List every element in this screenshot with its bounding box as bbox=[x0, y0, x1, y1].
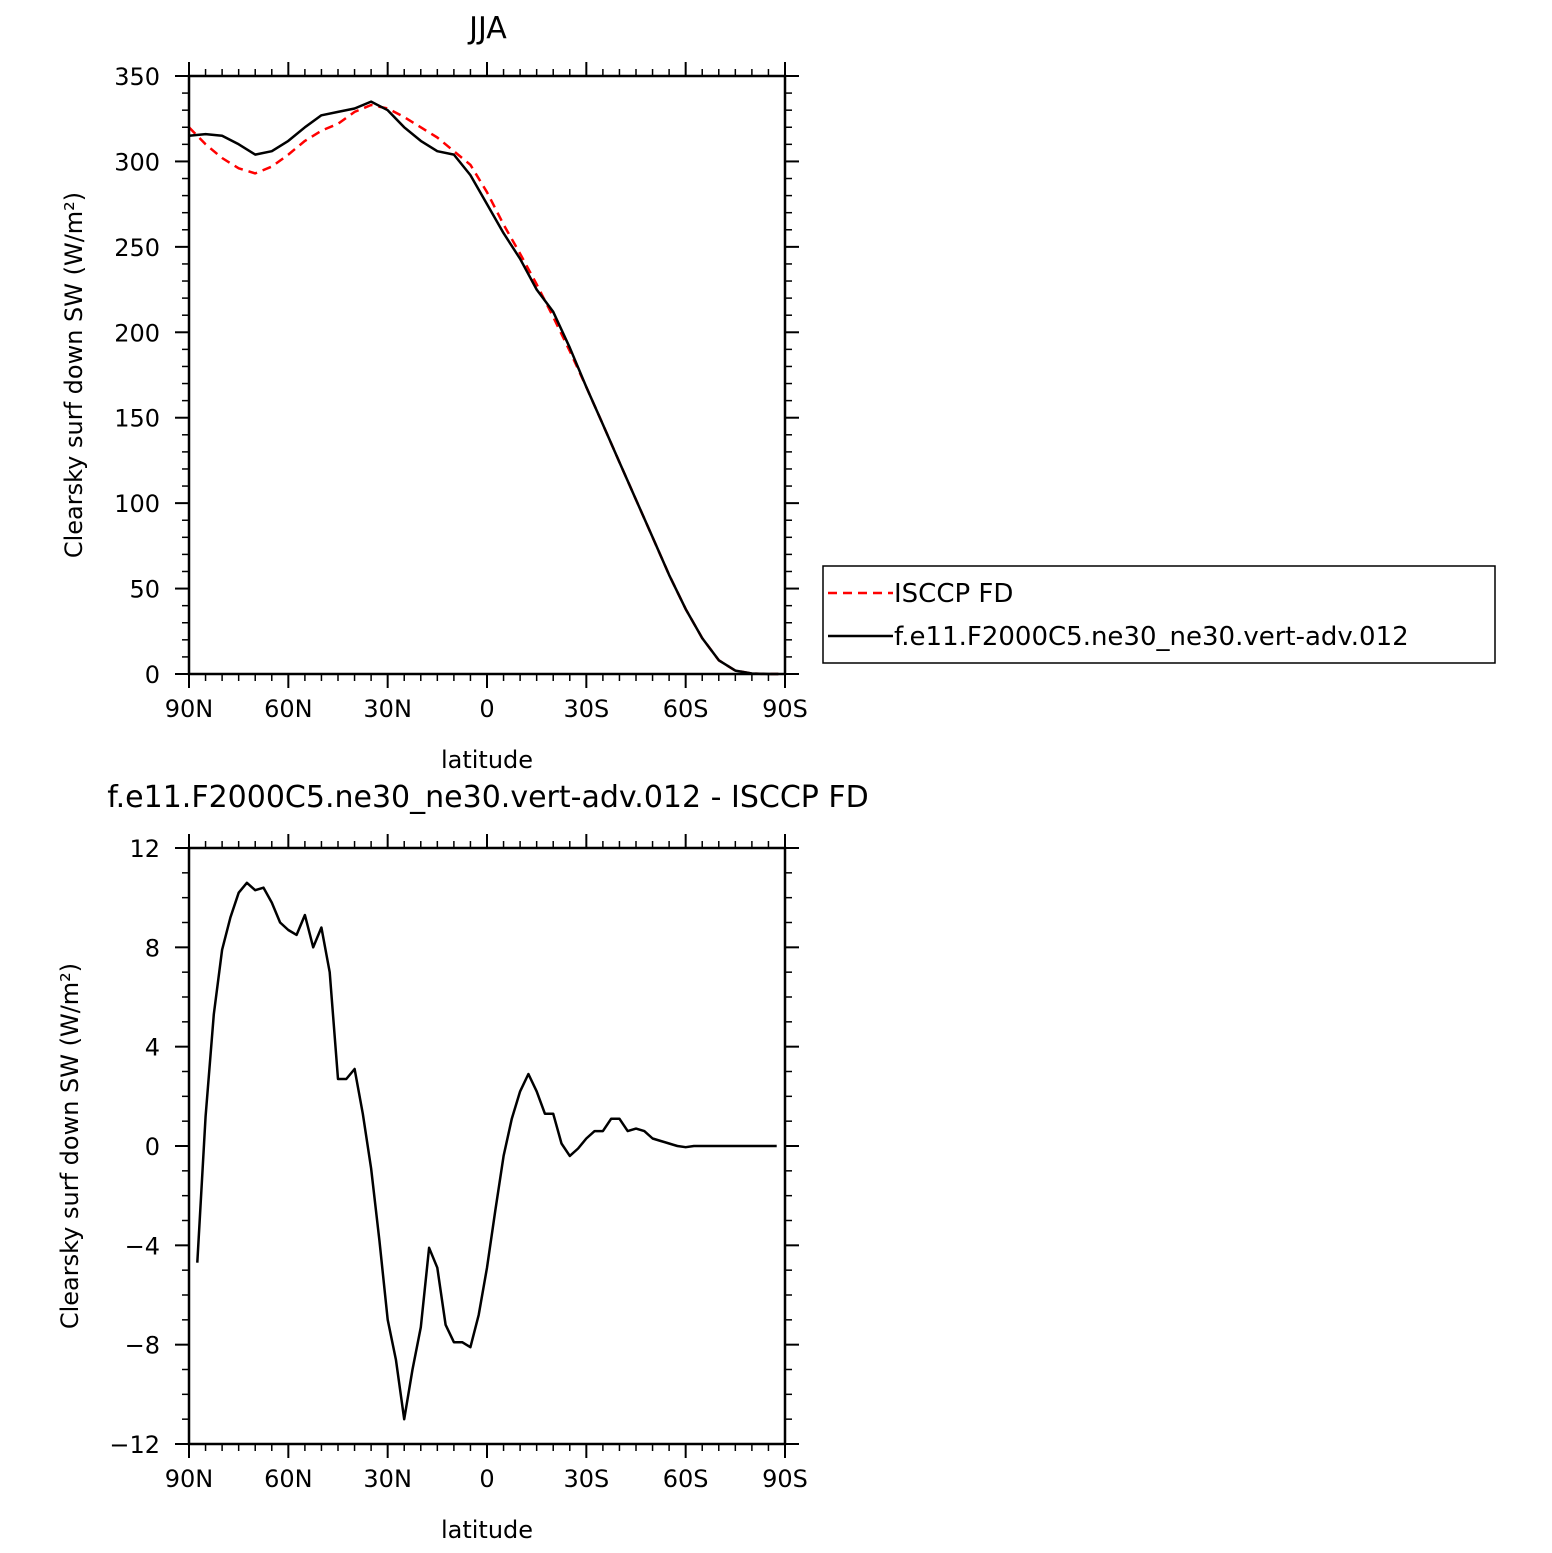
x-tick-label: 90S bbox=[762, 695, 808, 723]
x-tick-label: 90N bbox=[165, 1465, 214, 1493]
x-tick-label: 30S bbox=[563, 695, 609, 723]
x-tick-label: 0 bbox=[479, 695, 494, 723]
x-tick-label: 30N bbox=[363, 695, 412, 723]
x-tick-label: 30N bbox=[363, 1465, 412, 1493]
y-tick-label: 50 bbox=[129, 576, 160, 604]
panel-top: JJA 90N 60N 30N 0 30S 60S 90S 0 50 100 150 200 250 30… bbox=[60, 11, 1496, 774]
x-tick-label: 0 bbox=[479, 1465, 494, 1493]
series-line-0 bbox=[196, 881, 777, 1421]
plot-title: JJA bbox=[467, 11, 507, 46]
y-tick-label: 150 bbox=[114, 405, 160, 433]
y-tick-label: −8 bbox=[125, 1332, 160, 1360]
plot-title: f.e11.F2000C5.ne30_ne30.vert-adv.012 - I… bbox=[107, 780, 869, 815]
x-tick-label: 60S bbox=[663, 695, 709, 723]
y-tick-label: −4 bbox=[125, 1232, 160, 1260]
y-tick-label: 12 bbox=[129, 835, 160, 863]
y-tick-label: 350 bbox=[114, 63, 160, 91]
y-tick-label: 300 bbox=[114, 148, 160, 176]
y-axis-label: Clearsky surf down SW (W/m²) bbox=[56, 963, 84, 1329]
legend-box bbox=[822, 565, 1496, 664]
series-line-1 bbox=[188, 100, 779, 676]
plot-frame bbox=[187, 846, 787, 1446]
legend: ISCCP FD f.e11.F2000C5.ne30_ne30.vert-ad… bbox=[822, 565, 1496, 664]
y-tick-label: −12 bbox=[109, 1431, 160, 1459]
x-axis-label: latitude bbox=[441, 746, 533, 774]
legend-label-model: f.e11.F2000C5.ne30_ne30.vert-adv.012 bbox=[894, 622, 1409, 652]
y-tick-label: 250 bbox=[114, 234, 160, 262]
x-tick-label: 60S bbox=[663, 1465, 709, 1493]
plot-frame bbox=[187, 74, 787, 676]
y-tick-label: 0 bbox=[145, 661, 160, 689]
panel-bottom: f.e11.F2000C5.ne30_ne30.vert-adv.012 - I… bbox=[56, 780, 869, 1544]
series-line-0 bbox=[188, 103, 779, 676]
x-tick-label: 60N bbox=[264, 1465, 313, 1493]
y-tick-label: 8 bbox=[145, 934, 160, 962]
y-tick-label: 200 bbox=[114, 319, 160, 347]
x-tick-label: 30S bbox=[563, 1465, 609, 1493]
x-axis-label: latitude bbox=[441, 1516, 533, 1544]
legend-label-isccp: ISCCP FD bbox=[894, 579, 1013, 609]
y-tick-label: 0 bbox=[145, 1133, 160, 1161]
y-tick-label: 4 bbox=[145, 1034, 160, 1062]
x-tick-label: 60N bbox=[264, 695, 313, 723]
x-tick-label: 90N bbox=[165, 695, 214, 723]
y-axis-label: Clearsky surf down SW (W/m²) bbox=[60, 192, 88, 558]
y-tick-label: 100 bbox=[114, 490, 160, 518]
x-tick-label: 90S bbox=[762, 1465, 808, 1493]
